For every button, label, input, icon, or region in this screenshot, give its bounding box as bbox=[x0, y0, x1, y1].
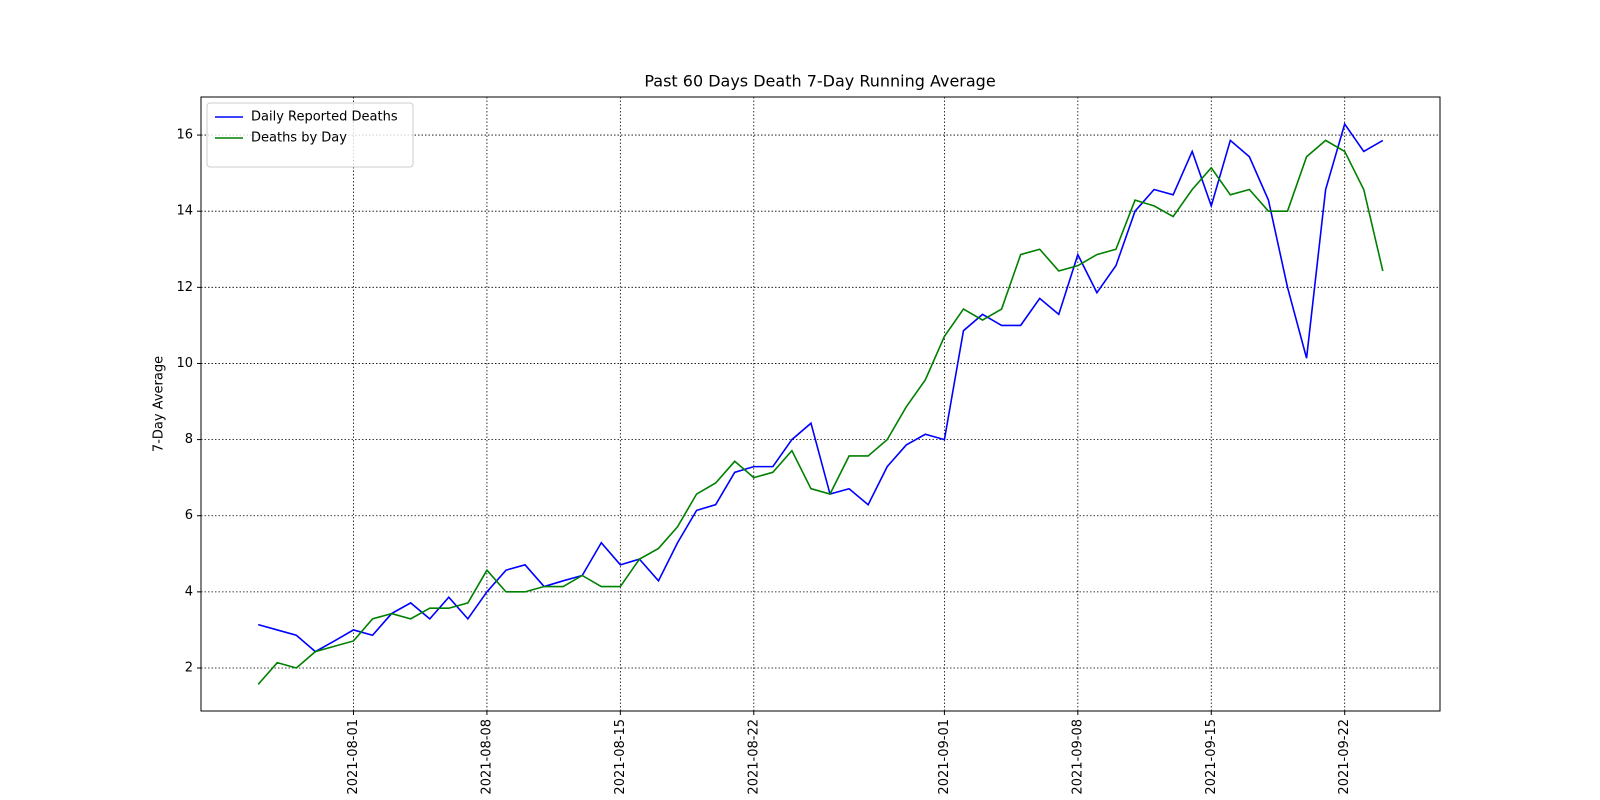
data-line bbox=[257, 139, 1384, 685]
x-tick-label: 2021-09-22 bbox=[1337, 719, 1352, 795]
y-tick-label: 4 bbox=[185, 584, 193, 599]
y-tick-label: 10 bbox=[176, 356, 193, 371]
x-tick-label: 2021-08-08 bbox=[479, 719, 494, 795]
y-tick-label: 6 bbox=[185, 508, 193, 523]
legend-label: Deaths by Day bbox=[251, 131, 347, 146]
y-tick-label: 2 bbox=[185, 660, 193, 675]
y-tick-label: 14 bbox=[176, 204, 193, 219]
y-axis-label: 7-Day Average bbox=[152, 356, 167, 452]
x-tick-label: 2021-09-01 bbox=[937, 719, 952, 795]
chart-title: Past 60 Days Death 7-Day Running Average bbox=[644, 72, 995, 91]
x-tick-label: 2021-08-01 bbox=[346, 719, 361, 795]
x-tick-label: 2021-08-15 bbox=[613, 719, 628, 795]
plot-frame bbox=[200, 96, 1441, 712]
x-tick-label: 2021-09-15 bbox=[1204, 719, 1219, 795]
legend-label: Daily Reported Deaths bbox=[251, 110, 398, 125]
y-tick-label: 8 bbox=[185, 432, 193, 447]
x-tick-label: 2021-08-22 bbox=[746, 719, 761, 795]
legend: Daily Reported Deaths Deaths by Day bbox=[206, 102, 414, 168]
y-tick-label: 12 bbox=[176, 280, 193, 295]
legend-box bbox=[206, 102, 414, 168]
data-line bbox=[257, 122, 1384, 653]
x-tick-label: 2021-09-08 bbox=[1070, 719, 1085, 795]
y-tick-label: 16 bbox=[176, 128, 193, 143]
